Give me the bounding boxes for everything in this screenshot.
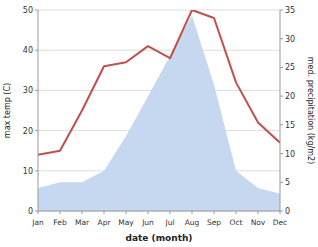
grid-line	[38, 50, 280, 51]
y2-axis-label: med. precipitation (kg/m2)	[306, 57, 315, 164]
y2-tick	[280, 10, 283, 11]
grid-line	[38, 10, 280, 11]
x-tick	[60, 211, 61, 214]
y-tick-label: 50	[23, 6, 33, 15]
x-tick-label: Jan	[31, 218, 44, 227]
x-tick-label: Jun	[141, 218, 154, 227]
y-axis-line	[38, 10, 39, 211]
y-tick-label: 30	[23, 86, 33, 95]
y-tick	[35, 170, 38, 171]
y2-tick-label: 15	[285, 121, 295, 130]
x-tick-label: Dec	[273, 218, 288, 227]
x-tick-label: Oct	[230, 218, 243, 227]
y2-tick-label: 35	[285, 6, 295, 15]
x-tick	[280, 211, 281, 214]
x-tick	[148, 211, 149, 214]
axes: 0 10 20 30 40 50 0 5 10 15 20 25 30 35 Jan Feb Mar Apr May…	[23, 6, 295, 227]
y2-tick-label: 30	[285, 35, 295, 44]
x-tick	[170, 211, 171, 214]
x-tick-label: Jul	[164, 218, 174, 227]
x-tick	[258, 211, 259, 214]
y2-axis-line	[280, 10, 281, 211]
x-tick-label: Sep	[207, 218, 221, 227]
y2-tick-label: 20	[285, 92, 295, 101]
y2-tick	[280, 67, 283, 68]
y2-tick-label: 5	[285, 178, 290, 187]
y2-tick-label: 10	[285, 150, 295, 159]
x-tick	[126, 211, 127, 214]
x-tick-label: Mar	[75, 218, 90, 227]
grid	[38, 10, 280, 211]
y-tick	[35, 50, 38, 51]
y-tick	[35, 130, 38, 131]
x-tick-label: Apr	[98, 218, 112, 227]
y-tick	[35, 10, 38, 11]
grid-line	[38, 211, 280, 212]
x-tick	[192, 211, 193, 214]
y-tick-label: 40	[23, 46, 33, 55]
y-tick-label: 10	[23, 167, 33, 176]
x-tick-label: Aug	[185, 218, 200, 227]
chart: 0 10 20 30 40 50 0 5 10 15 20 25 30 35 Jan Feb Mar Apr May…	[0, 0, 318, 247]
x-tick-label: May	[118, 218, 134, 227]
y2-tick	[280, 124, 283, 125]
plot-area	[38, 10, 280, 211]
y-tick-label: 0	[28, 207, 33, 216]
y2-tick	[280, 96, 283, 97]
x-tick-label: Feb	[53, 218, 67, 227]
y-axis-label: max temp (C)	[3, 83, 12, 138]
y2-tick	[280, 153, 283, 154]
y2-tick-label: 0	[285, 207, 290, 216]
y2-tick	[280, 38, 283, 39]
x-tick-label: Nov	[251, 218, 266, 227]
x-tick	[104, 211, 105, 214]
y-tick	[35, 90, 38, 91]
x-tick	[82, 211, 83, 214]
temperature-line	[38, 10, 280, 155]
y2-tick	[280, 182, 283, 183]
y-tick-label: 20	[23, 127, 33, 136]
y2-tick-label: 25	[285, 63, 295, 72]
x-axis-line	[38, 211, 280, 212]
x-axis-label: date (month)	[126, 233, 193, 243]
x-tick	[214, 211, 215, 214]
x-tick	[38, 211, 39, 214]
x-tick	[236, 211, 237, 214]
precipitation-area	[38, 16, 280, 211]
